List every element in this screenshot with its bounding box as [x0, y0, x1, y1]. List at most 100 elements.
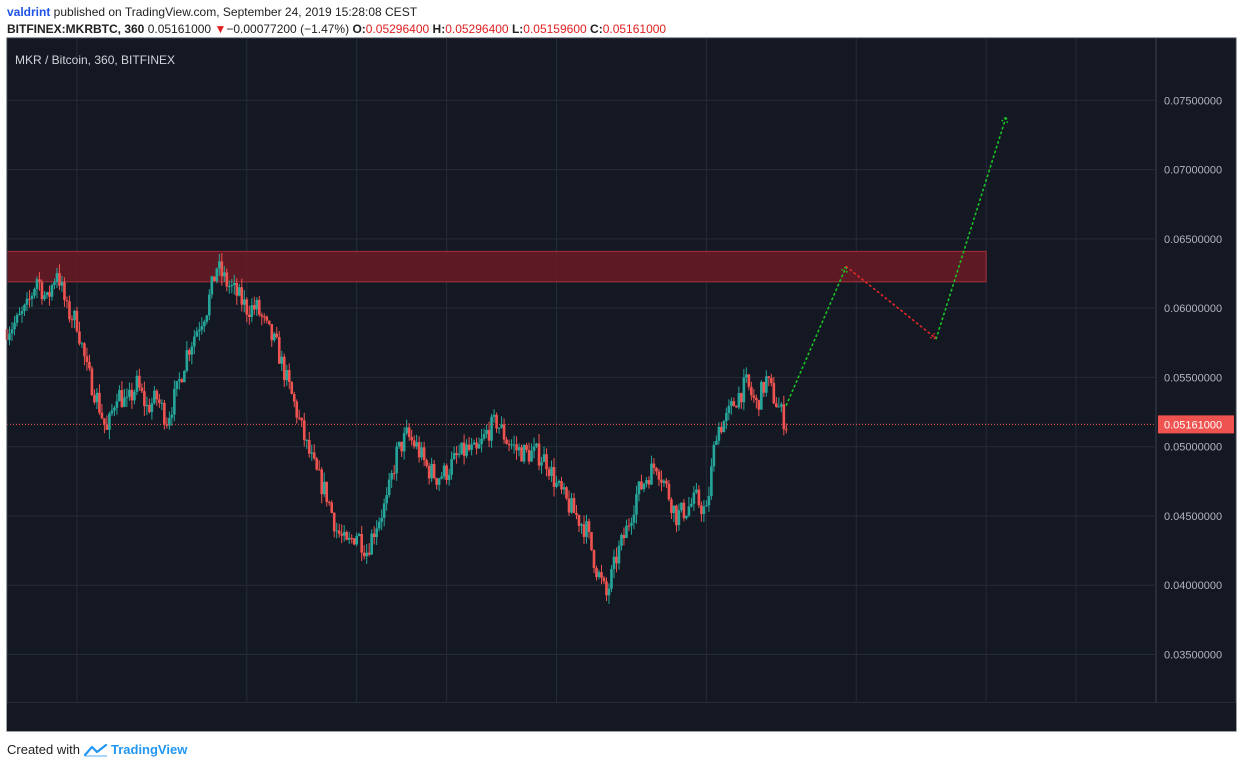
high-label: H:	[432, 22, 446, 36]
candle-body	[490, 416, 493, 441]
candle-body	[667, 483, 671, 500]
candle-body	[492, 414, 496, 417]
candle-body	[617, 545, 621, 564]
candle-body	[747, 374, 751, 387]
candle-body	[710, 466, 713, 496]
candle-body	[742, 377, 746, 403]
candle-body	[200, 326, 204, 330]
candle-body	[98, 392, 101, 413]
candle-body	[730, 401, 733, 406]
candle-body	[527, 449, 531, 462]
y-tick-label: 0.05500000	[1164, 372, 1222, 384]
candle-body	[697, 489, 701, 506]
candle-body	[775, 403, 778, 407]
candle-body	[640, 481, 643, 490]
candle-body	[115, 401, 119, 408]
low-label: L:	[511, 22, 524, 36]
candle-body	[670, 499, 673, 514]
candle-body	[262, 316, 266, 318]
candle-body	[695, 489, 698, 493]
open-label: O:	[352, 22, 366, 36]
chart-title: MKR / Bitcoin, 360, BITFINEX	[15, 53, 175, 67]
candle-body	[355, 535, 358, 545]
candle-body	[155, 390, 159, 400]
candle-body	[15, 314, 19, 323]
candle-body	[365, 552, 368, 557]
candle-body	[310, 452, 314, 454]
candle-body	[475, 442, 478, 449]
candle-body	[435, 478, 438, 485]
projection-segment	[845, 265, 937, 340]
candle-body	[315, 458, 319, 470]
x-axis-background	[7, 703, 1236, 731]
candle-body	[595, 568, 598, 578]
candle-body	[652, 463, 656, 469]
candle-body	[570, 498, 573, 513]
candle-body	[247, 314, 251, 317]
candle-body	[252, 305, 256, 310]
candle-body	[205, 315, 209, 322]
candle-body	[390, 473, 393, 480]
resistance-zone-group	[6, 250, 987, 283]
open-value: 0.05296400	[365, 22, 430, 36]
candle-body	[150, 403, 154, 413]
candle-body	[100, 412, 104, 419]
candle-body	[657, 471, 661, 480]
candle-body	[397, 441, 401, 447]
candle-body	[522, 445, 526, 462]
candle-body	[682, 502, 686, 519]
close-value: 0.05161000	[602, 22, 667, 36]
candle-body	[125, 396, 129, 398]
candle-body	[707, 495, 711, 506]
candle-body	[462, 442, 466, 456]
y-tick-label: 0.04000000	[1164, 580, 1222, 592]
author-link[interactable]: valdrint	[7, 5, 51, 19]
current-price-badge	[1158, 415, 1234, 434]
candle-body	[382, 503, 386, 518]
candle-body	[170, 414, 174, 418]
candle-body	[75, 310, 79, 332]
candle-body	[120, 389, 124, 407]
y-axis-ticks: 0.07500000 0.07000000 0.06500000 0.06000000…	[1164, 95, 1222, 661]
candle-body	[712, 444, 716, 467]
candle-body	[482, 434, 486, 439]
candle-body	[80, 343, 84, 345]
candle-body	[622, 534, 626, 539]
candle-body	[497, 427, 501, 429]
candle-body	[193, 336, 196, 347]
candle-body	[752, 395, 756, 398]
candle-body	[700, 505, 703, 515]
candle-body	[145, 404, 149, 407]
candle-body	[163, 402, 166, 425]
published-text: published on TradingView.com, September …	[50, 5, 418, 19]
candle-body	[450, 459, 453, 475]
candle-body	[28, 298, 31, 300]
tradingview-brand[interactable]: TradingView	[83, 742, 188, 757]
candle-body	[610, 569, 613, 589]
candle-body	[600, 572, 603, 578]
candle-body	[760, 382, 763, 410]
candle-body	[627, 525, 631, 527]
brand-name: TradingView	[110, 742, 188, 757]
candle-body	[63, 282, 66, 301]
candle-body	[292, 393, 296, 402]
candle-body	[270, 324, 274, 341]
candle-body	[297, 417, 301, 419]
candle-body	[705, 505, 708, 507]
y-tick-label: 0.05000000	[1164, 442, 1222, 454]
candle-body	[45, 292, 49, 296]
candle-body	[185, 350, 189, 371]
created-with-label: Created with	[7, 742, 80, 757]
candle-body	[25, 298, 29, 305]
candle-body	[198, 329, 201, 332]
candle-body	[280, 356, 284, 364]
candle-body	[237, 287, 241, 296]
candle-body	[108, 413, 111, 430]
candle-body	[103, 418, 106, 425]
candle-body	[65, 300, 69, 302]
candle-body	[502, 424, 506, 440]
y-tick-label: 0.07500000	[1164, 95, 1222, 107]
candle-body	[567, 498, 571, 513]
candle-body	[447, 474, 451, 481]
